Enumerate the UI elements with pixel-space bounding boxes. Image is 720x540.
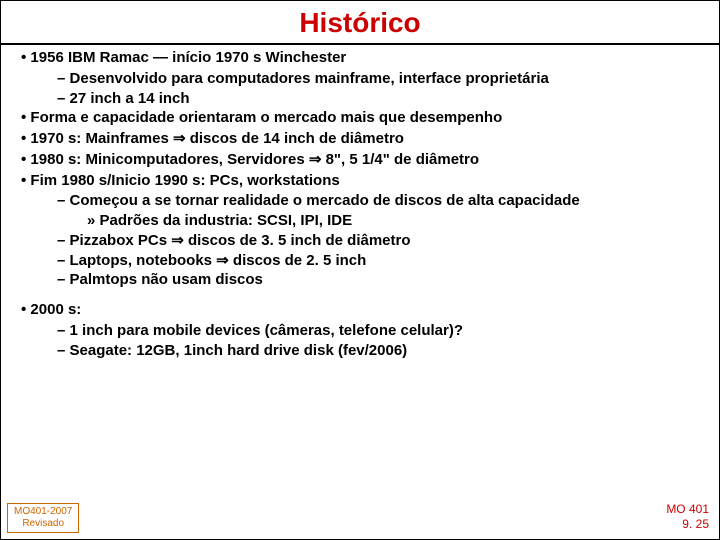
bullet-item: Fim 1980 s/Inicio 1990 s: PCs, workstati…	[11, 172, 709, 191]
title-bar: Histórico	[1, 1, 719, 45]
bullet-item: 1956 IBM Ramac — início 1970 s Wincheste…	[11, 49, 709, 68]
bullet-item: Desenvolvido para computadores mainframe…	[11, 70, 709, 89]
footer-right-line1: MO 401	[666, 502, 709, 516]
footer-right-box: MO 401 9. 25	[666, 502, 709, 531]
bullet-item: 27 inch a 14 inch	[11, 90, 709, 109]
bullet-item: Padrões da industria: SCSI, IPI, IDE	[11, 212, 709, 231]
bullet-item: Seagate: 12GB, 1inch hard drive disk (fe…	[11, 342, 709, 361]
bullet-item: Pizzabox PCs ⇒ discos de 3. 5 inch de di…	[11, 232, 709, 251]
slide-content: 1956 IBM Ramac — início 1970 s Wincheste…	[1, 45, 719, 360]
footer-left-box: MO401-2007 Revisado	[7, 503, 79, 533]
bullet-item: Forma e capacidade orientaram o mercado …	[11, 109, 709, 128]
bullet-item: 1970 s: Mainframes ⇒ discos de 14 inch d…	[11, 130, 709, 149]
bullet-item: 1 inch para mobile devices (câmeras, tel…	[11, 322, 709, 341]
slide-title: Histórico	[1, 7, 719, 39]
footer-left-line2: Revisado	[14, 518, 72, 530]
bullet-item: 1980 s: Minicomputadores, Servidores ⇒ 8…	[11, 151, 709, 170]
footer-right-line2: 9. 25	[666, 517, 709, 531]
spacer	[11, 291, 709, 301]
bullet-item: Laptops, notebooks ⇒ discos de 2. 5 inch	[11, 252, 709, 271]
footer-left-line1: MO401-2007	[14, 506, 72, 518]
bullet-item: 2000 s:	[11, 301, 709, 320]
bullet-item: Palmtops não usam discos	[11, 271, 709, 290]
bullet-item: Começou a se tornar realidade o mercado …	[11, 192, 709, 211]
